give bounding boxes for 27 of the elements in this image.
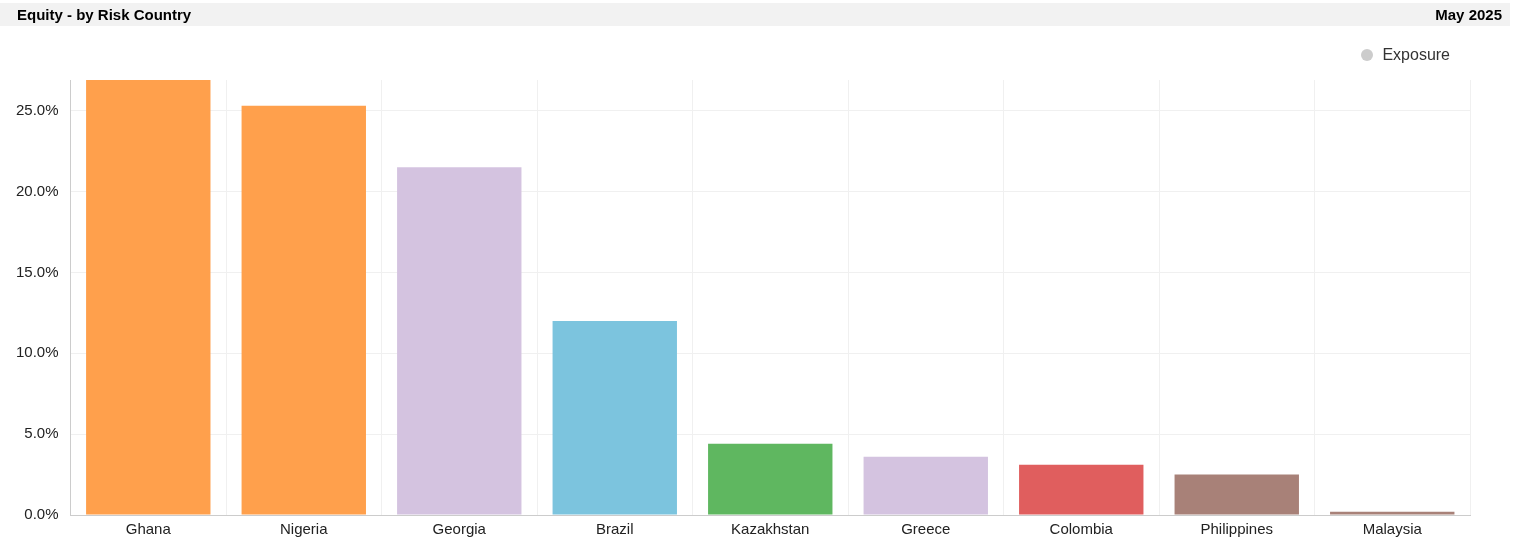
x-tick-label: Brazil	[596, 520, 634, 538]
x-tick-label: Greece	[901, 520, 951, 538]
bar	[1330, 511, 1455, 515]
y-tick-label: 0.0%	[24, 505, 59, 523]
x-tick-label: Kazakhstan	[731, 520, 810, 538]
bar	[552, 320, 677, 515]
chart-title: Equity - by Risk Country	[17, 6, 192, 23]
bar	[863, 456, 988, 515]
bar	[1019, 464, 1144, 515]
text: Exposure	[1382, 46, 1450, 64]
bar	[397, 167, 522, 515]
bar	[241, 105, 366, 515]
y-tick-label: 25.0%	[15, 100, 59, 118]
x-tick-label: Malaysia	[1362, 520, 1423, 538]
bar	[1174, 474, 1299, 515]
x-tick-label: Nigeria	[280, 520, 329, 538]
bar	[86, 80, 211, 515]
x-tick-label: Colombia	[1049, 520, 1114, 538]
y-tick-label: 10.0%	[15, 343, 59, 361]
x-tick-label: Ghana	[125, 520, 172, 538]
bar	[708, 443, 833, 515]
chart-subtitle: May 2025	[1435, 6, 1502, 23]
y-tick-label: 15.0%	[15, 262, 59, 280]
x-tick-label: Philippines	[1200, 520, 1274, 538]
y-tick-label: 5.0%	[24, 424, 59, 442]
y-tick-label: 20.0%	[15, 181, 59, 199]
x-tick-label: Georgia	[432, 520, 487, 538]
